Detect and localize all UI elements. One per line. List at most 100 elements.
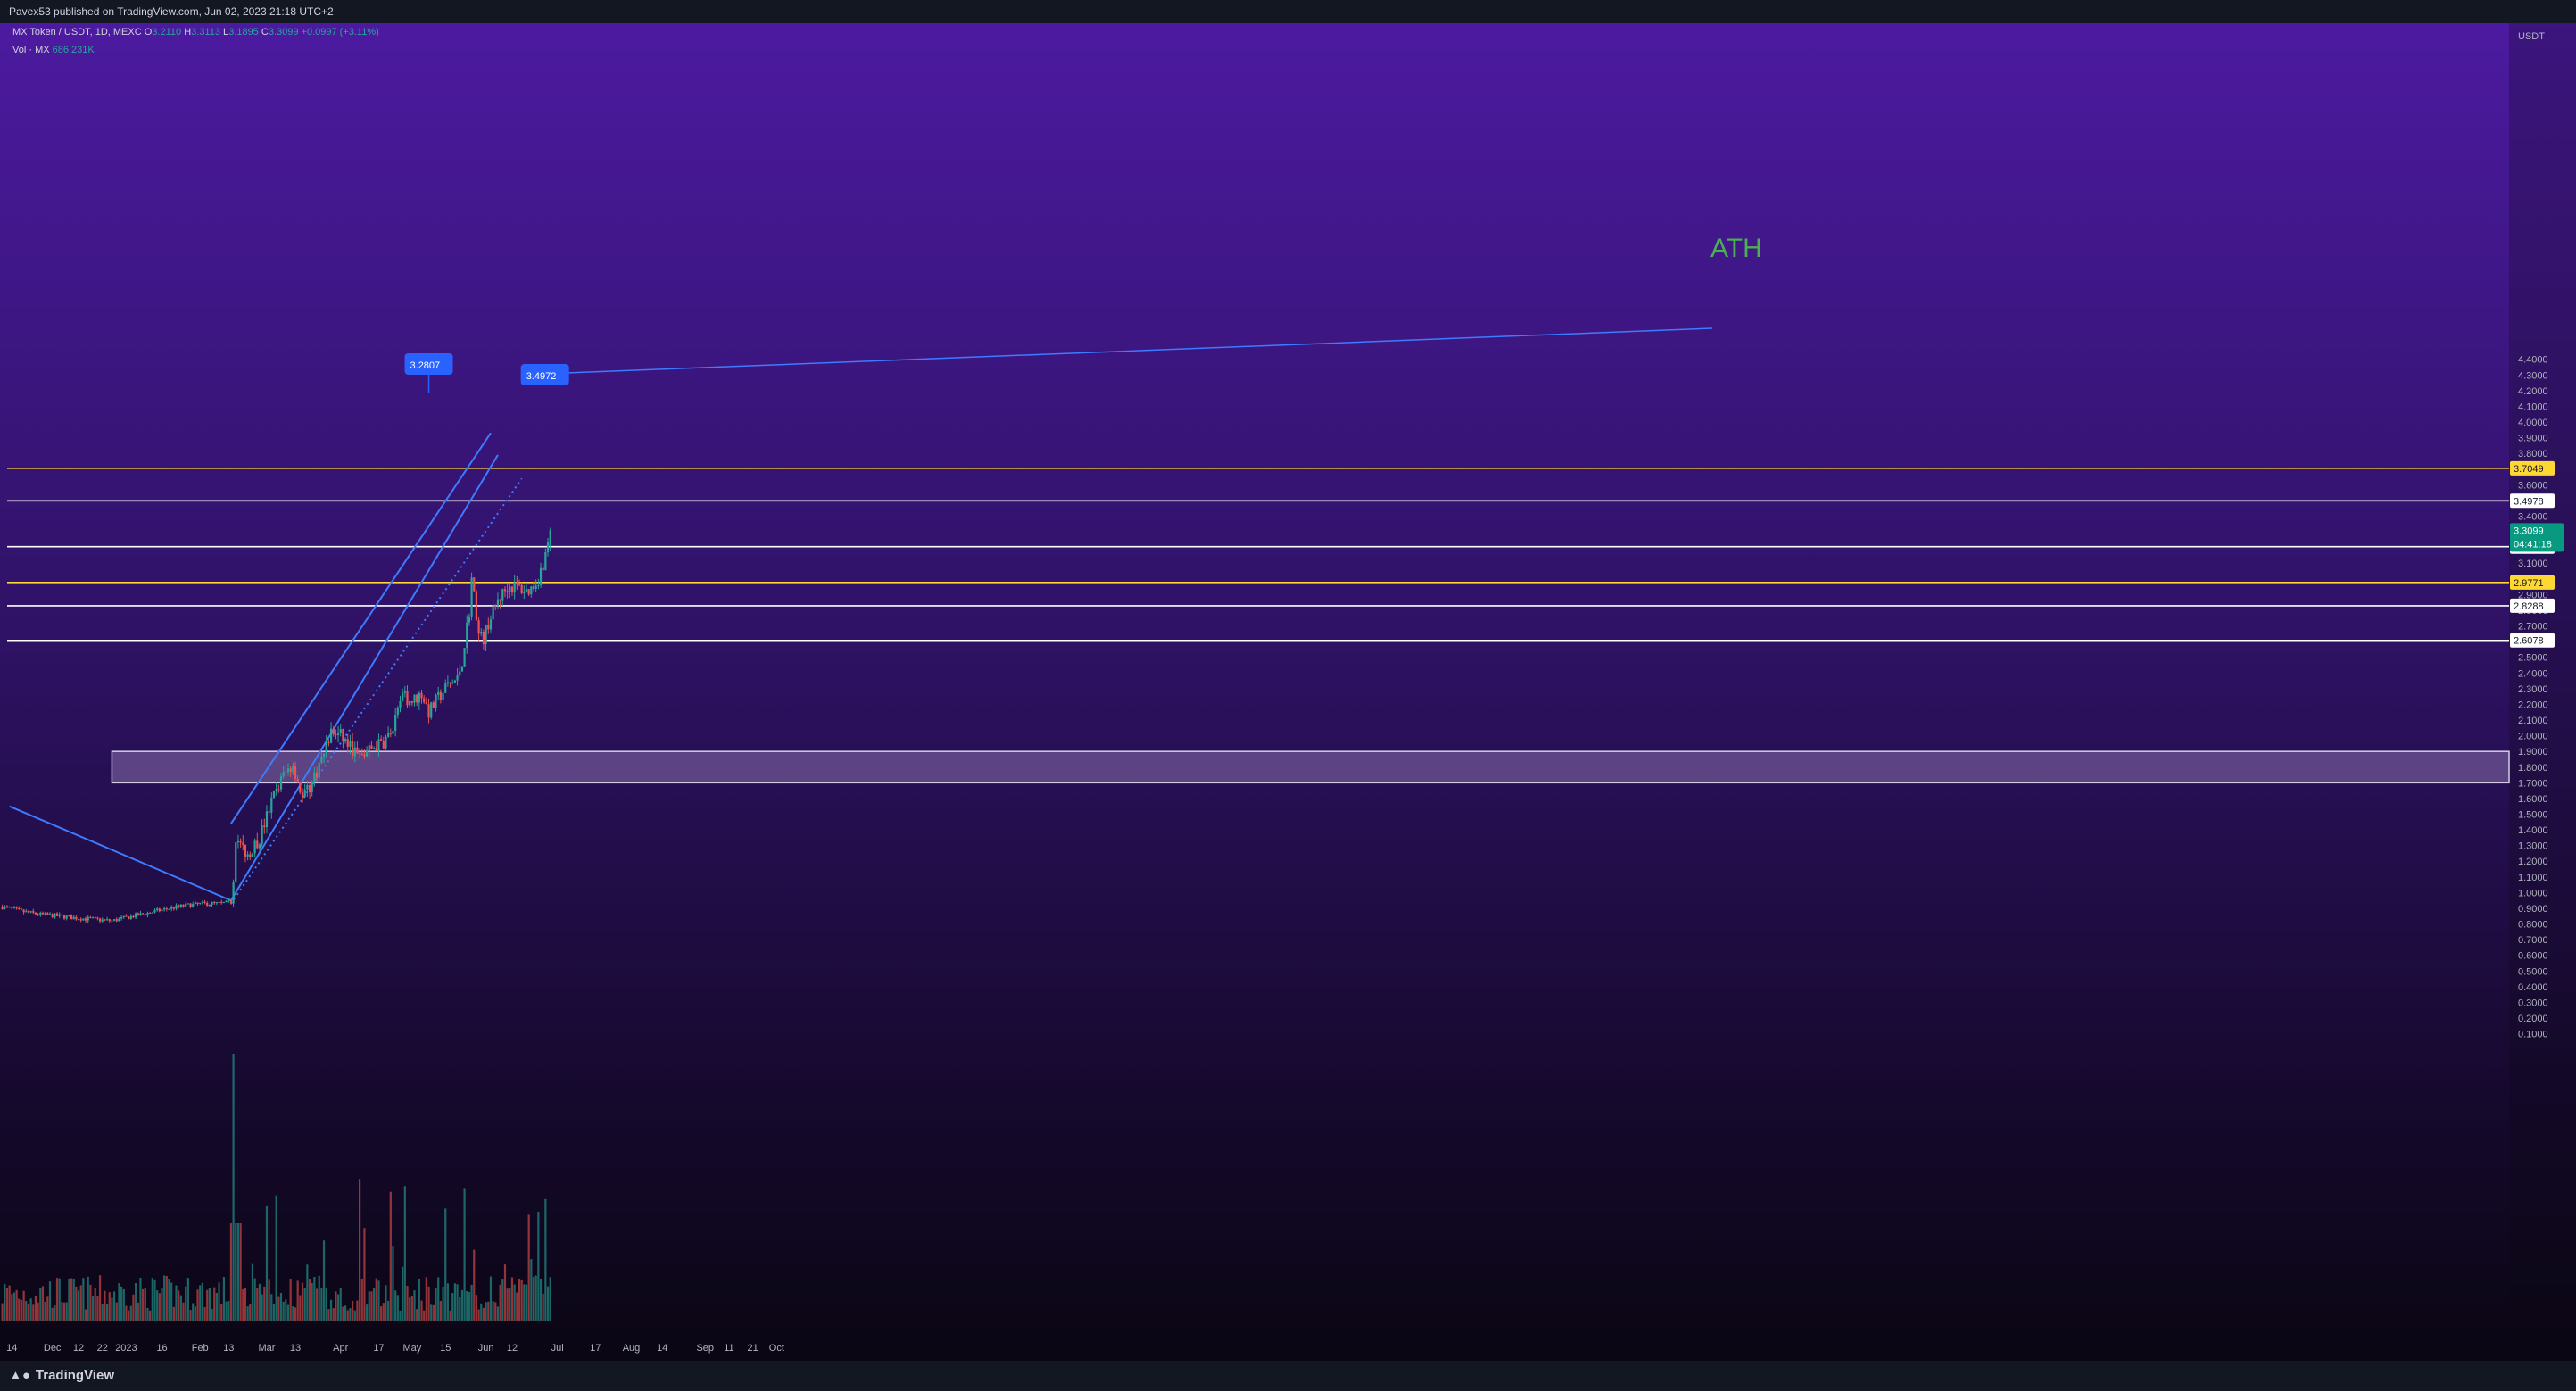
time-axis-label: 14 [6,1343,17,1354]
candle-body [18,907,21,909]
candle-body [509,586,511,592]
price-tick-label: 0.7000 [2518,935,2548,946]
volume-bar [194,1306,196,1321]
candle-body [427,704,430,718]
volume-bar [208,1288,211,1321]
last-price-label: 3.3099 [2514,526,2544,536]
volume-bar [342,1306,344,1321]
volume-bar [87,1276,89,1321]
time-axis-label: Aug [623,1343,641,1354]
volume-bar [161,1288,163,1321]
volume-bar [466,1290,468,1321]
candle-body [170,907,173,909]
candle-body [373,748,376,749]
volume-bar [268,1279,270,1321]
volume-bar [77,1290,80,1321]
volume-bar [301,1282,304,1321]
candle-body [299,782,302,793]
trend-line [230,454,499,901]
candle-body [104,919,106,921]
candle-body [268,811,270,813]
time-axis-label: Jun [478,1343,494,1354]
candle-body [15,907,18,909]
volume-bar [218,1282,220,1321]
volume-bar [413,1290,416,1321]
volume-bar [79,1285,82,1321]
volume-bar [539,1279,543,1321]
price-tick-label: 3.8000 [2518,449,2548,460]
volume-bar [135,1283,137,1321]
volume-bar [11,1294,13,1321]
candle-body [251,853,254,857]
candle-body [178,905,180,907]
volume-bar [201,1282,203,1321]
price-tick-label: 1.3000 [2518,841,2548,852]
candle-body [456,675,459,681]
volume-bar [336,1294,340,1321]
candle-body [339,728,342,733]
time-axis-label: May [402,1343,421,1354]
candle-body [444,683,447,693]
candle-body [65,915,68,919]
volume-bar [339,1288,342,1321]
volume-bar [68,1279,70,1321]
volume-bar [108,1292,111,1321]
candle-body [79,919,82,921]
candle-body [156,908,159,911]
candle-body [315,772,319,778]
candle-body [494,605,497,607]
candle-body [525,589,528,592]
candle-body [25,911,28,913]
volume-bar [370,1291,373,1321]
candle-body [72,916,75,920]
footer-bar: ▲● TradingView [0,1361,2576,1391]
volume-bar [513,1284,516,1321]
candle-body [153,910,156,913]
candle-body [294,765,297,779]
candle-body [544,551,547,571]
level-price-label: 2.9771 [2514,578,2544,589]
candle-body [82,918,85,921]
candle-body [242,842,244,845]
candle-body [39,912,42,915]
volume-bar [520,1279,523,1321]
candle-body [485,625,487,645]
level-price-label: 2.6078 [2514,636,2544,647]
volume-bar [258,1283,261,1321]
volume-bar [203,1306,206,1321]
candle-body [492,605,494,620]
price-tick-label: 4.0000 [2518,418,2548,428]
time-axis-label: Oct [769,1343,784,1354]
volume-bar [215,1292,218,1321]
volume-bar [8,1285,11,1321]
volume-bar [325,1288,327,1321]
price-tick-label: 2.7000 [2518,622,2548,633]
volume-bar [189,1310,192,1321]
volume-bar [132,1294,135,1321]
candle-body [432,702,435,708]
level-price-label: 3.7049 [2514,464,2544,475]
volume-bar [318,1275,320,1321]
candle-body [549,530,551,546]
candle-body [146,912,149,915]
volume-bar [146,1307,149,1321]
candle-body [282,772,285,777]
price-tick-label: 0.5000 [2518,966,2548,977]
volume-bar [346,1310,349,1321]
candle-body [244,844,247,857]
volume-bar [510,1277,514,1321]
tradingview-logo[interactable]: ▲● TradingView [9,1368,114,1383]
candle-body [318,762,320,778]
volume-bar [534,1275,537,1321]
volume-bar [186,1278,189,1321]
volume-bar [368,1291,370,1321]
volume-bar [112,1291,116,1321]
volume-bar [163,1275,166,1321]
candle-body [506,591,509,592]
candle-body [520,584,523,593]
trend-line [230,432,492,824]
volume-bar [489,1276,493,1321]
candle-body [1,907,4,909]
candle-body [144,914,146,915]
